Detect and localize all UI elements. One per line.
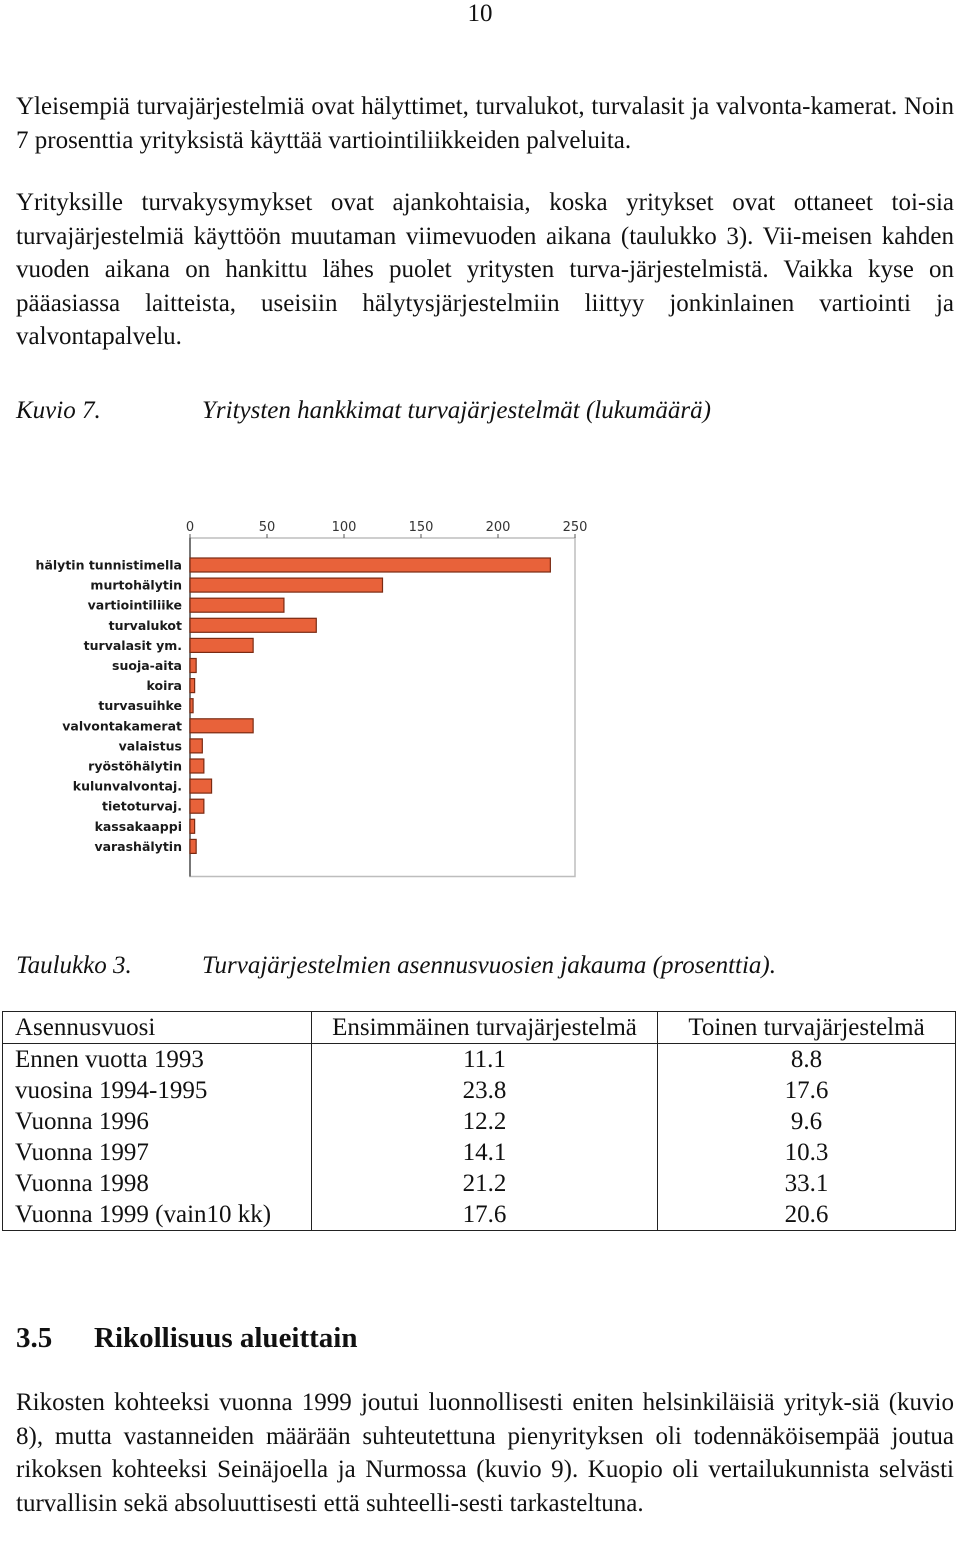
table-cell: Vuonna 1999 (vain10 kk) bbox=[2, 1199, 312, 1231]
table-header-cell: Ensimmäinen turvajärjestelmä bbox=[311, 1011, 658, 1044]
table-cell: 9.6 bbox=[657, 1106, 956, 1137]
bar-chart: 0 50 100 150 200 250 hälytin tunnistimella murt… bbox=[36, 520, 588, 878]
x-tick-label: 50 bbox=[259, 520, 276, 535]
table-cell: 23.8 bbox=[311, 1075, 658, 1106]
table-cell: 12.2 bbox=[311, 1106, 658, 1137]
section-heading: 3.5 Rikollisuus alueittain bbox=[16, 1320, 358, 1356]
installation-years-table: Asennusvuosi Ensimmäinen turvajärjestelm… bbox=[2, 1011, 956, 1231]
table-row: Vuonna 1998 21.2 33.1 bbox=[2, 1168, 956, 1199]
bar bbox=[189, 678, 196, 694]
table-cell: vuosina 1994-1995 bbox=[2, 1075, 312, 1106]
table-row: vuosina 1994-1995 23.8 17.6 bbox=[2, 1075, 956, 1106]
category-label: kassakaappi bbox=[95, 819, 182, 834]
bar bbox=[189, 718, 254, 734]
bar bbox=[189, 798, 205, 814]
x-tick-label: 0 bbox=[186, 520, 194, 535]
table-cell: 17.6 bbox=[311, 1199, 658, 1231]
x-tick-label: 100 bbox=[332, 520, 357, 535]
table-cell: 11.1 bbox=[311, 1043, 658, 1075]
category-label: turvalasit ym. bbox=[84, 638, 182, 653]
table-cell: Vuonna 1996 bbox=[2, 1106, 312, 1137]
section-number: 3.5 bbox=[16, 1322, 53, 1354]
table-cell: 10.3 bbox=[657, 1137, 956, 1168]
category-label: ryöstöhälytin bbox=[88, 759, 182, 774]
category-label: valaistus bbox=[119, 738, 182, 753]
category-label: tietoturvaj. bbox=[102, 799, 182, 814]
page-number: 10 bbox=[467, 0, 493, 27]
table-cell: 14.1 bbox=[311, 1137, 658, 1168]
figure-caption: Kuvio 7. Yritysten hankkimat turvajärjest… bbox=[16, 396, 711, 426]
bar bbox=[189, 577, 384, 593]
category-label: koira bbox=[147, 678, 182, 693]
category-label: murtohälytin bbox=[90, 578, 182, 593]
table-cell: 17.6 bbox=[657, 1075, 956, 1106]
bar bbox=[189, 617, 317, 633]
category-label: turvalukot bbox=[109, 618, 182, 633]
table-header-cell: Toinen turvajärjestelmä bbox=[657, 1011, 956, 1044]
category-label: valvontakamerat bbox=[62, 718, 182, 733]
figure-caption-label: Kuvio 7. bbox=[16, 397, 101, 424]
table-cell: Ennen vuotta 1993 bbox=[2, 1043, 312, 1075]
x-tick-label: 150 bbox=[409, 520, 434, 535]
bar bbox=[189, 738, 203, 754]
figure-caption-title: Yritysten hankkimat turvajärjestelmät (l… bbox=[202, 397, 711, 424]
category-label: vartiointiliike bbox=[88, 598, 182, 613]
bar bbox=[189, 838, 197, 854]
paragraph-2: Yrityksille turvakysymykset ovat ajankoh… bbox=[16, 189, 954, 350]
bar bbox=[189, 557, 551, 573]
table-cell: Vuonna 1997 bbox=[2, 1137, 312, 1168]
bar bbox=[189, 818, 196, 834]
table-row: Ennen vuotta 1993 11.1 8.8 bbox=[2, 1043, 956, 1075]
table-cell: 21.2 bbox=[311, 1168, 658, 1199]
x-tick-label: 200 bbox=[486, 520, 511, 535]
paragraph-3: Rikosten kohteeksi vuonna 1999 joutui lu… bbox=[16, 1389, 954, 1517]
table-cell: 20.6 bbox=[657, 1199, 956, 1231]
category-label: varashälytin bbox=[94, 839, 182, 854]
table-cell: 33.1 bbox=[657, 1168, 956, 1199]
section-title: Rikollisuus alueittain bbox=[94, 1322, 358, 1354]
table-caption-title: Turvajärjestelmien asennusvuosien jakaum… bbox=[202, 952, 777, 979]
bar bbox=[189, 758, 205, 774]
bar bbox=[189, 597, 285, 613]
table-cell: 8.8 bbox=[657, 1043, 956, 1075]
table-header-cell: Asennusvuosi bbox=[2, 1011, 312, 1044]
x-tick-label: 250 bbox=[563, 520, 588, 535]
table-caption-label: Taulukko 3. bbox=[16, 952, 132, 979]
table-row: Vuonna 1999 (vain10 kk) 17.6 20.6 bbox=[2, 1199, 956, 1231]
table-cell: Vuonna 1998 bbox=[2, 1168, 312, 1199]
category-label: hälytin tunnistimella bbox=[36, 558, 182, 573]
table-row: Vuonna 1997 14.1 10.3 bbox=[2, 1137, 956, 1168]
category-label: suoja-aita bbox=[112, 658, 182, 673]
bar bbox=[189, 637, 254, 653]
table-row: Vuonna 1996 12.2 9.6 bbox=[2, 1106, 956, 1137]
category-label: kulunvalvontaj. bbox=[73, 779, 182, 794]
paragraph-1: Yleisempiä turvajärjestelmiä ovat hälytt… bbox=[16, 93, 954, 154]
bar bbox=[189, 698, 194, 714]
category-label: turvasuihke bbox=[98, 698, 182, 713]
bar bbox=[189, 657, 197, 674]
bar bbox=[189, 778, 213, 794]
table-header-row: Asennusvuosi Ensimmäinen turvajärjestelm… bbox=[2, 1011, 956, 1044]
table-caption: Taulukko 3. Turvajärjestelmien asennusvuo… bbox=[16, 951, 776, 981]
